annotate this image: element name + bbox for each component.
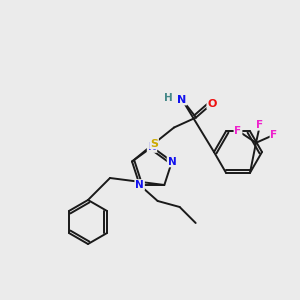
Text: N: N — [177, 94, 187, 104]
Text: N: N — [148, 142, 156, 152]
Text: O: O — [207, 98, 217, 109]
Text: F: F — [270, 130, 278, 140]
Text: F: F — [234, 126, 242, 136]
Text: N: N — [135, 180, 144, 190]
Text: S: S — [150, 139, 158, 148]
Text: N: N — [168, 157, 176, 166]
Text: H: H — [164, 92, 172, 103]
Text: F: F — [256, 120, 264, 130]
